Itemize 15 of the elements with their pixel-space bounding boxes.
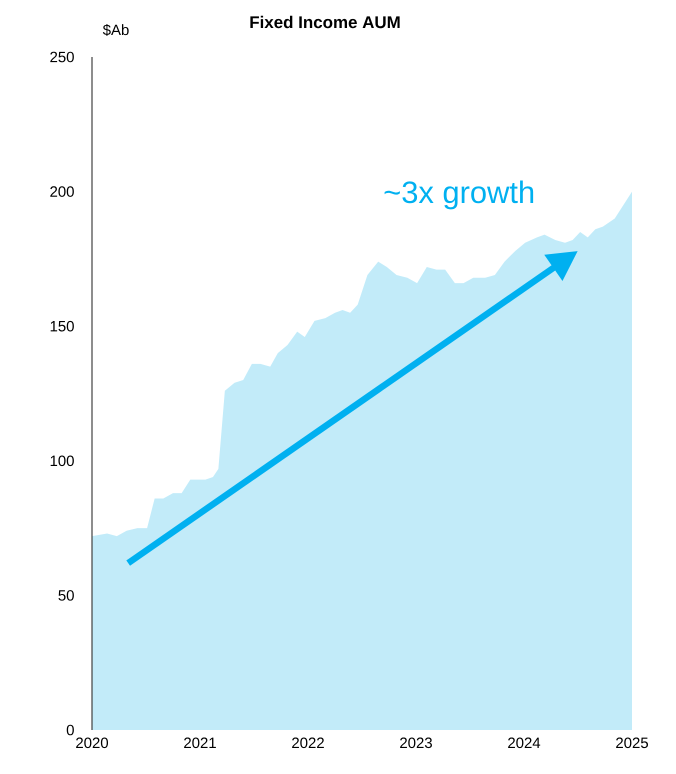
y-tick-label: 150	[50, 320, 74, 332]
x-tick-label: 2021	[184, 738, 216, 748]
x-tick-label: 2023	[400, 738, 432, 748]
y-axis-title: $Ab	[102, 24, 129, 36]
x-tick-label: 2025	[616, 738, 648, 748]
x-tick-label: 2020	[76, 738, 108, 748]
x-tick-label: 2022	[292, 738, 324, 748]
x-tick-label: 2024	[508, 738, 540, 748]
y-tick-label: 100	[50, 456, 74, 466]
chart-title: Fixed Income AUM	[250, 16, 400, 28]
y-tick-label: 250	[50, 52, 74, 62]
annotation: ~3x growth	[384, 180, 534, 210]
y-tick-label: 0	[66, 724, 74, 736]
y-tick-label: 200	[50, 186, 74, 197]
y-tick-label: 50	[58, 590, 74, 601]
